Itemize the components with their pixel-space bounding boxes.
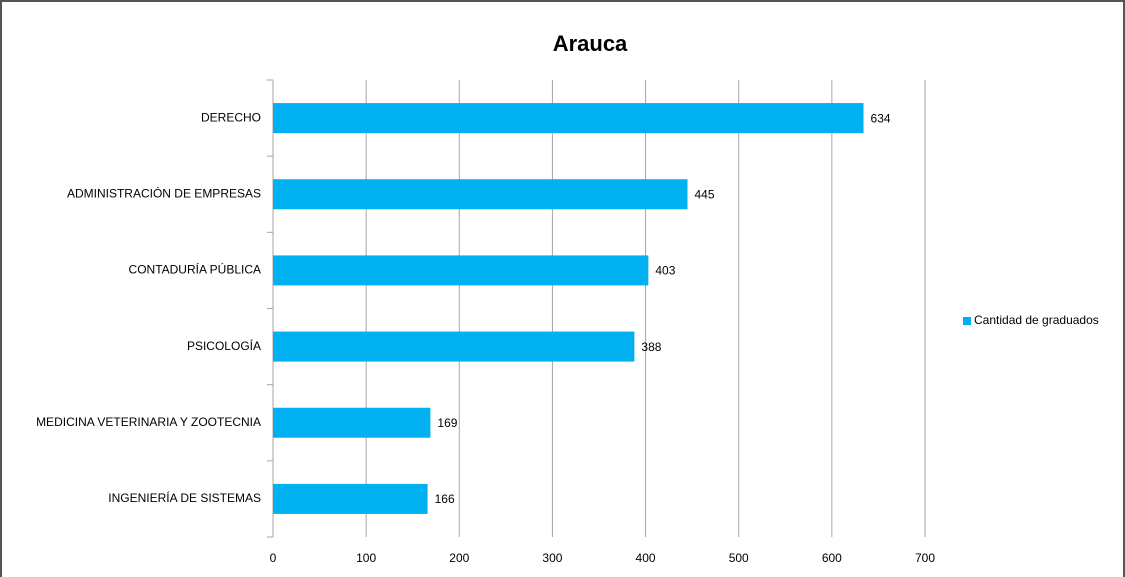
bar (273, 255, 649, 286)
legend-label: Cantidad de graduados (974, 313, 1099, 327)
y-tick-label: PSICOLOGÍA (187, 338, 261, 353)
data-label: 166 (435, 492, 455, 506)
x-tick-label: 400 (636, 551, 656, 565)
bar (273, 407, 431, 438)
y-tick-label: DERECHO (201, 110, 261, 124)
y-tick-label: ADMINISTRACIÓN DE EMPRESAS (67, 185, 261, 200)
x-tick-label: 200 (449, 551, 469, 565)
x-tick-label: 600 (822, 551, 842, 565)
y-tick-label: CONTADURÍA PÚBLICA (129, 262, 261, 277)
chart-title: Arauca (553, 31, 628, 56)
data-label: 634 (871, 111, 891, 125)
data-label: 445 (694, 187, 714, 201)
x-tick-label: 100 (356, 551, 376, 565)
bar (273, 179, 688, 210)
x-tick-label: 700 (915, 551, 935, 565)
bar (273, 483, 428, 514)
data-label: 169 (437, 416, 457, 430)
bar (273, 103, 864, 134)
y-tick-label: MEDICINA VETERINARIA Y ZOOTECNIA (36, 415, 261, 429)
data-label: 403 (655, 264, 675, 278)
legend-swatch (963, 317, 971, 325)
bar (273, 331, 635, 362)
x-tick-label: 300 (542, 551, 562, 565)
x-tick-label: 500 (729, 551, 749, 565)
x-tick-label: 0 (270, 551, 277, 565)
y-tick-label: INGENIERÍA DE SISTEMAS (108, 490, 261, 505)
data-label: 388 (641, 340, 661, 354)
